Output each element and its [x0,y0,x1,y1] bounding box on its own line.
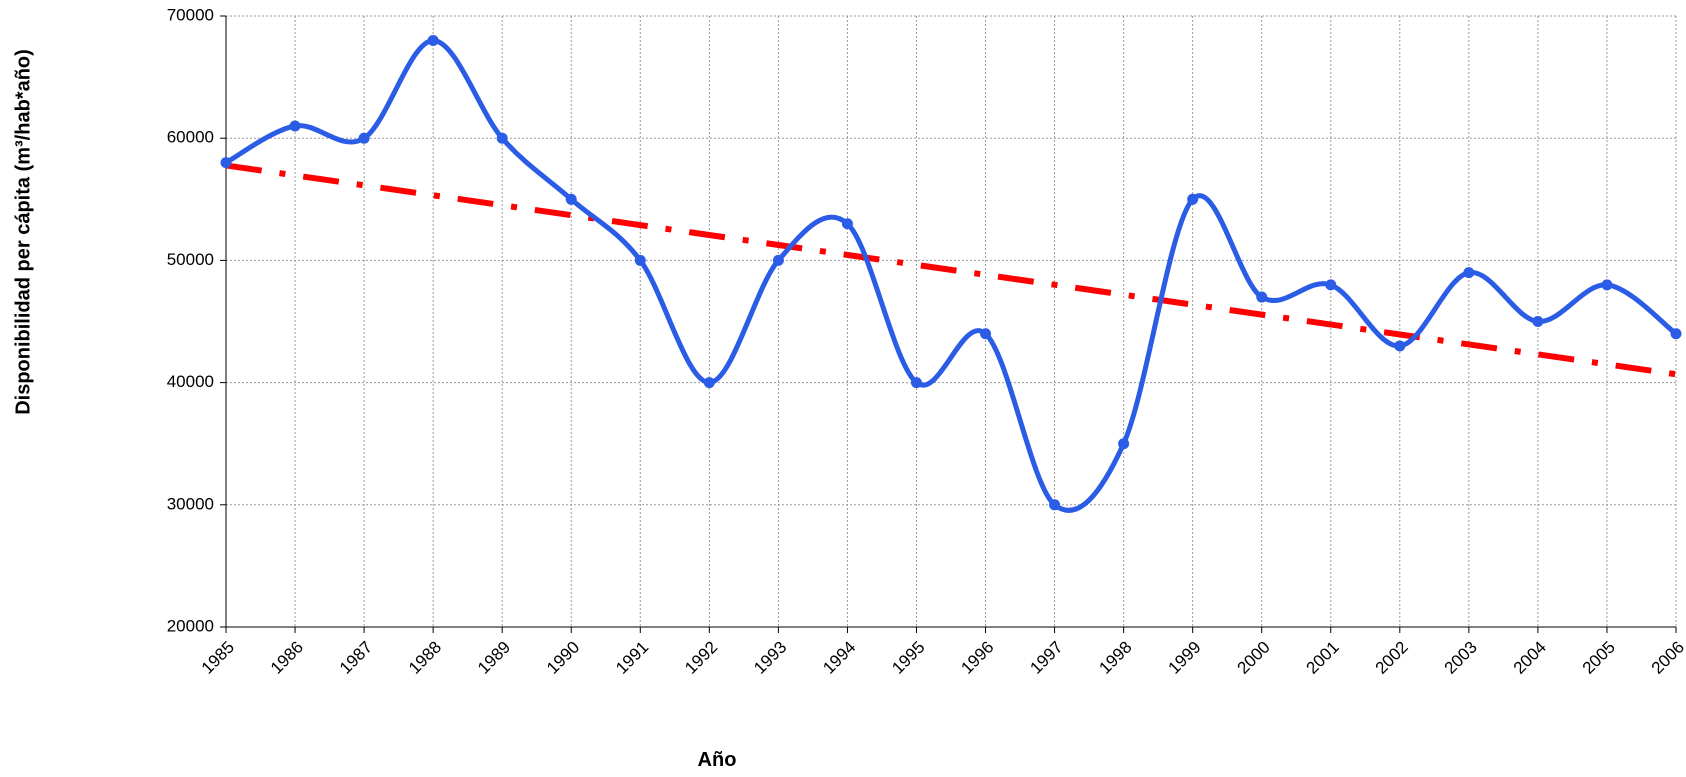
data-point [1670,328,1682,340]
x-tick-label: 1987 [336,638,376,678]
x-tick-label: 2001 [1303,638,1343,678]
data-point [496,132,508,144]
data-point [289,120,301,132]
y-axis-title: Disponibilidad per cápita (m³/hab*año) [12,49,34,415]
y-tick-label: 70000 [167,5,214,24]
data-point [1118,438,1130,450]
x-tick-label: 1993 [750,638,790,678]
x-tick-label: 1995 [888,638,928,678]
data-point [1532,316,1544,327]
data-point [1394,340,1406,352]
y-tick-label: 40000 [167,372,214,391]
x-tick-label: 2004 [1510,638,1550,678]
data-point [980,328,992,340]
data-point [841,218,853,230]
data-point [1463,267,1475,279]
y-tick-label: 20000 [167,616,214,635]
x-tick-label: 1994 [819,638,859,678]
y-tick-label: 60000 [167,128,214,147]
y-tick-label: 30000 [167,494,214,513]
data-point [1187,193,1199,205]
data-point [358,132,370,144]
data-point [703,377,715,389]
x-tick-label: 2005 [1579,638,1619,678]
x-tick-label: 2003 [1441,638,1481,678]
x-tick-label: 2002 [1372,638,1412,678]
x-tick-label: 1999 [1164,638,1204,678]
trend-line [225,162,1677,378]
x-tick-label: 1990 [543,638,583,678]
data-point [1325,279,1337,291]
x-tick-label: 1991 [612,638,652,678]
data-point [634,254,646,266]
x-tick-label: 2000 [1234,638,1274,678]
data-point [220,157,232,169]
x-tick-label: 1998 [1095,638,1135,678]
data-point [910,377,922,389]
x-tick-label: 1989 [474,638,514,678]
data-point [1601,279,1613,291]
line-series [224,37,1678,513]
x-tick-label: 1996 [957,638,997,678]
x-tick-label: 1992 [681,638,721,678]
x-axis-title: Año [698,749,737,771]
data-point [1049,499,1061,511]
x-tick-label: 2006 [1648,638,1686,678]
data-point [565,193,577,205]
x-tick-label: 1985 [198,638,238,678]
data-point [427,34,439,46]
data-point [1256,291,1268,303]
y-tick-label: 50000 [167,250,214,269]
x-tick-label: 1986 [267,638,307,678]
data-point [772,254,784,266]
x-tick-label: 1997 [1026,638,1066,678]
x-tick-label: 1988 [405,638,445,678]
